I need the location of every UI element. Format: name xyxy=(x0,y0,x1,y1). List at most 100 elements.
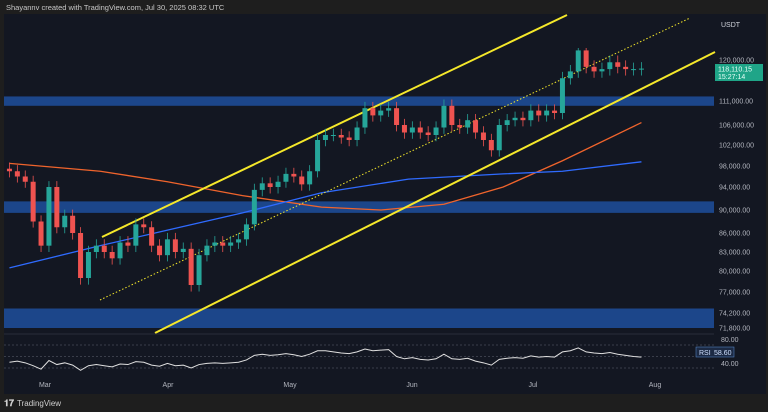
candle-body xyxy=(220,242,226,246)
candle-body xyxy=(133,224,139,246)
candle-body xyxy=(85,252,91,278)
rsi-axis-label: 80.00 xyxy=(721,337,739,344)
price-axis-label: 77,000.00 xyxy=(719,290,750,297)
last-price-tag xyxy=(715,64,763,81)
footer: 𝟏𝟕 TradingView xyxy=(4,398,61,409)
candle-body xyxy=(236,239,242,243)
candle-body xyxy=(38,221,44,246)
price-axis-label: 102,000.00 xyxy=(719,143,754,150)
moving-average-blue xyxy=(9,161,642,269)
candle-body xyxy=(259,183,265,190)
currency-label: USDT xyxy=(721,22,741,29)
candle-body xyxy=(196,255,202,285)
price-axis-label: 71,800.00 xyxy=(719,326,750,333)
candle-body xyxy=(164,239,170,256)
candle-body xyxy=(559,78,565,113)
candle-body xyxy=(251,189,257,225)
rsi-label: RSI xyxy=(699,350,711,357)
candle-body xyxy=(465,120,471,128)
candle-body xyxy=(346,137,352,140)
candle-body xyxy=(457,125,463,128)
candle-body xyxy=(528,110,534,121)
candle-body xyxy=(615,62,621,67)
candle-body xyxy=(212,242,218,246)
candle-body xyxy=(370,108,376,116)
candle-body xyxy=(417,127,423,133)
candle-body xyxy=(109,252,115,259)
candle-body xyxy=(394,108,400,125)
rsi-axis-label: 40.00 xyxy=(721,361,739,368)
price-axis-label: 98,000.00 xyxy=(719,164,750,171)
candle-body xyxy=(307,171,313,185)
time-axis-label: Apr xyxy=(163,382,175,389)
price-axis-label: 94,000.00 xyxy=(719,185,750,192)
candle-body xyxy=(449,105,455,125)
candle-body xyxy=(149,227,155,246)
candle-body xyxy=(623,66,629,70)
rsi-value: 58.60 xyxy=(714,350,732,357)
candle-body xyxy=(78,233,84,278)
moving-average-orange xyxy=(9,122,642,211)
candle-body xyxy=(480,132,486,140)
channel-lower-line xyxy=(154,51,716,334)
price-axis-label: 74,200.00 xyxy=(719,311,750,318)
candle-body xyxy=(315,140,321,172)
candle-body xyxy=(172,239,178,252)
rsi-line xyxy=(9,347,642,371)
candle-body xyxy=(496,125,502,151)
candle-body xyxy=(157,245,163,256)
candle-body xyxy=(401,125,407,133)
candle-body xyxy=(101,245,107,252)
rsi-value-tag xyxy=(695,346,735,358)
candle-body xyxy=(473,120,479,133)
support-resistance-zone xyxy=(4,308,714,328)
candle-body xyxy=(228,242,234,246)
candle-body xyxy=(488,140,494,151)
candle-body xyxy=(583,50,589,67)
time-axis-label: Jul xyxy=(529,382,538,389)
time-axis-label: Jun xyxy=(406,382,417,389)
candle-body xyxy=(504,120,510,125)
candle-body xyxy=(536,110,542,116)
candle-body xyxy=(180,248,186,252)
candle-body xyxy=(433,127,439,135)
channel-mid-line xyxy=(99,17,691,301)
candle-body xyxy=(54,187,60,228)
candle-body xyxy=(93,245,99,252)
candle-body xyxy=(638,68,644,70)
candle-body xyxy=(338,135,344,138)
candle-body xyxy=(425,132,431,135)
candle-body xyxy=(267,183,273,187)
candle-body xyxy=(567,71,573,79)
channel-upper-line xyxy=(101,14,568,238)
price-axis-label: 83,000.00 xyxy=(719,250,750,257)
support-resistance-zone xyxy=(4,96,714,106)
candle-body xyxy=(378,110,384,116)
candle-body xyxy=(552,110,558,113)
support-resistance-zone xyxy=(4,201,714,213)
candle-body xyxy=(6,168,12,172)
footer-brand: TradingView xyxy=(17,399,62,408)
candle-body xyxy=(330,135,336,136)
price-axis-label: 80,000.00 xyxy=(719,269,750,276)
candle-countdown: 15:27:14 xyxy=(718,74,745,81)
candle-body xyxy=(204,245,210,256)
candle-body xyxy=(599,69,605,72)
candle-body xyxy=(520,117,526,121)
candle-body xyxy=(117,242,123,259)
tradingview-logo-icon: 𝟏𝟕 xyxy=(4,398,15,408)
candle-body xyxy=(631,69,637,71)
candle-body xyxy=(125,242,131,246)
candle-body xyxy=(512,117,518,121)
candle-body xyxy=(30,181,36,222)
candle-body xyxy=(386,108,392,111)
candle-body xyxy=(409,127,415,133)
candle-body xyxy=(22,176,28,182)
candle-body xyxy=(275,181,281,187)
candle-body xyxy=(354,127,360,140)
candle-body xyxy=(141,224,147,228)
price-axis-label: 106,000.00 xyxy=(719,123,754,130)
last-price-value: 118,110.15 xyxy=(718,67,752,74)
candle-body xyxy=(243,224,249,240)
